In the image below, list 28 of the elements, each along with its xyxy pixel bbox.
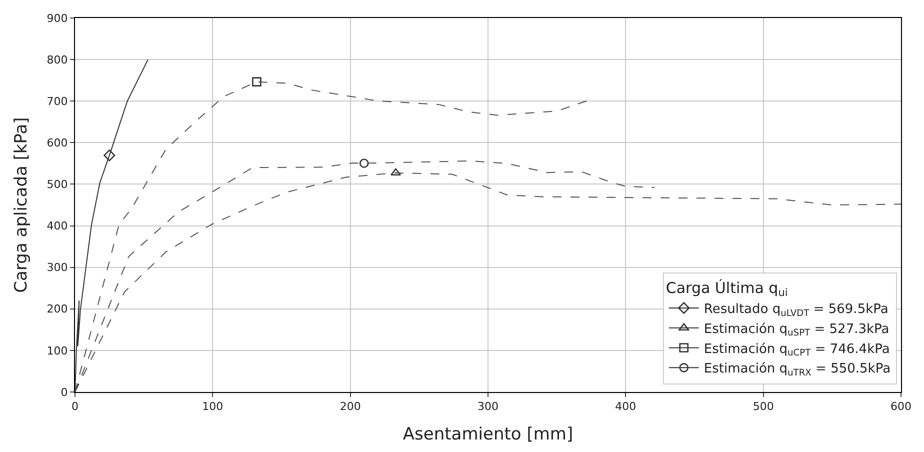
legend-title: Carga Última q$_{ui}$ [666, 279, 788, 300]
x-tick-label: 600 [890, 400, 912, 414]
y-tick-label: 100 [46, 344, 68, 358]
legend-label: Estimación q$_{uSPT}$ = 527.3kPa [704, 322, 890, 339]
point [104, 149, 116, 162]
x-tick-label: 200 [340, 400, 361, 414]
x-tick-label: 400 [615, 400, 636, 414]
y-tick-label: 300 [46, 261, 68, 274]
y-axis-title: Carga aplicada [kPa] [11, 117, 32, 293]
y-tick-label: 200 [46, 302, 68, 316]
point [252, 77, 262, 86]
y-tick-label: 500 [46, 178, 68, 192]
x-axis-title: Asentamiento [mm] [402, 424, 574, 445]
y-tick-label: 400 [46, 220, 68, 233]
y-tick-label: 0 [60, 386, 68, 399]
x-tick-label: 0 [72, 400, 78, 414]
line-series [75, 59, 148, 392]
x-tick-label: 100 [202, 400, 224, 414]
point [359, 158, 369, 168]
y-tick-label: 700 [46, 94, 68, 108]
x-tick-label: 500 [752, 400, 774, 414]
y-tick-label: 600 [46, 136, 68, 150]
legend-label: Estimación q$_{uCPT}$ = 746.4kPa [704, 342, 890, 359]
legend-label: Resultado q$_{uLVDT}$ = 569.5kPa [704, 302, 888, 319]
y-tick-label: 900 [46, 12, 68, 25]
y-tick-label: 800 [46, 53, 68, 66]
x-tick-label: 300 [478, 400, 498, 414]
legend-label: Estimación q$_{uTRX}$ = 550.5kPa [704, 362, 891, 378]
